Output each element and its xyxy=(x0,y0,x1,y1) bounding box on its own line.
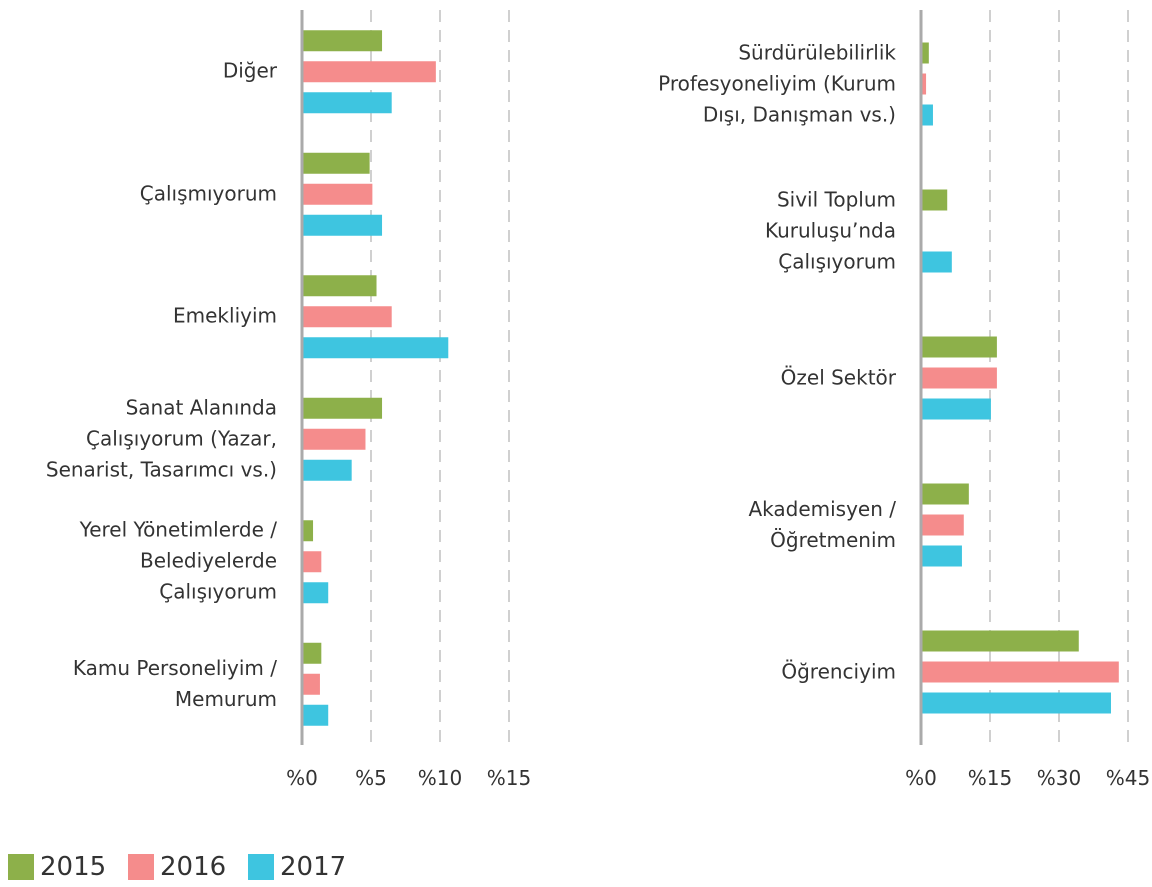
bar xyxy=(302,152,370,174)
category-label: Yerel Yönetimlerde / Belediyelerde Çalış… xyxy=(79,517,277,604)
bar xyxy=(921,692,1111,714)
bar xyxy=(302,306,392,328)
x-tick-label: %0 xyxy=(286,766,318,790)
bar xyxy=(302,459,352,481)
bar xyxy=(921,367,997,389)
bar xyxy=(302,61,436,83)
bar xyxy=(302,397,383,419)
x-tick-label: %15 xyxy=(487,766,531,790)
legend-swatch xyxy=(248,854,274,880)
x-tick-label: %5 xyxy=(355,766,387,790)
bar xyxy=(302,582,329,604)
bar xyxy=(921,251,952,273)
bar xyxy=(921,398,991,420)
bar xyxy=(302,642,322,664)
category-label: Sürdürülebilirlik Profesyoneliyim (Kurum… xyxy=(658,40,896,126)
category-label: Sanat Alanında Çalışıyorum (Yazar, Senar… xyxy=(45,395,277,482)
legend-label: 2016 xyxy=(160,852,227,882)
x-tick-label: %15 xyxy=(968,766,1012,790)
bar xyxy=(302,673,320,695)
bar xyxy=(302,92,392,114)
bar xyxy=(302,30,383,52)
x-tick-label: %0 xyxy=(905,766,937,790)
bar xyxy=(302,275,377,297)
bar xyxy=(302,704,329,726)
legend-label: 2017 xyxy=(280,852,347,882)
bar xyxy=(921,104,933,126)
bar xyxy=(921,73,927,95)
bar xyxy=(921,336,997,358)
x-tick-label: %10 xyxy=(418,766,462,790)
x-tick-label: %45 xyxy=(1106,766,1150,790)
category-label: Öğrenciyim xyxy=(781,659,896,683)
bar xyxy=(921,483,969,505)
bar xyxy=(921,42,929,64)
category-label: Emekliyim xyxy=(173,303,277,328)
legend-item: 2015 xyxy=(8,852,106,882)
category-label: Kamu Personeliyim / Memurum xyxy=(72,655,277,711)
bar xyxy=(302,337,449,359)
bar xyxy=(302,520,314,542)
bar xyxy=(921,661,1119,683)
bar xyxy=(302,183,373,205)
bar xyxy=(302,428,366,450)
x-tick-label: %30 xyxy=(1037,766,1081,790)
category-label: Özel Sektör xyxy=(780,365,896,389)
legend-item: 2016 xyxy=(128,852,226,882)
bar xyxy=(921,189,948,211)
legend-swatch xyxy=(128,854,154,880)
bar xyxy=(302,551,322,573)
legend-item: 2017 xyxy=(248,852,346,882)
category-label: Sivil Toplum Kuruluşu’nda Çalışıyorum xyxy=(764,187,896,273)
bar xyxy=(302,214,383,236)
category-label: Diğer xyxy=(222,58,277,83)
bar xyxy=(921,545,962,567)
bar xyxy=(921,630,1079,652)
category-label: Akademisyen / Öğretmenim xyxy=(748,496,896,552)
legend-swatch xyxy=(8,854,34,880)
legend-label: 2015 xyxy=(40,852,107,882)
category-label: Çalışmıyorum xyxy=(139,181,277,206)
bar xyxy=(921,514,964,536)
